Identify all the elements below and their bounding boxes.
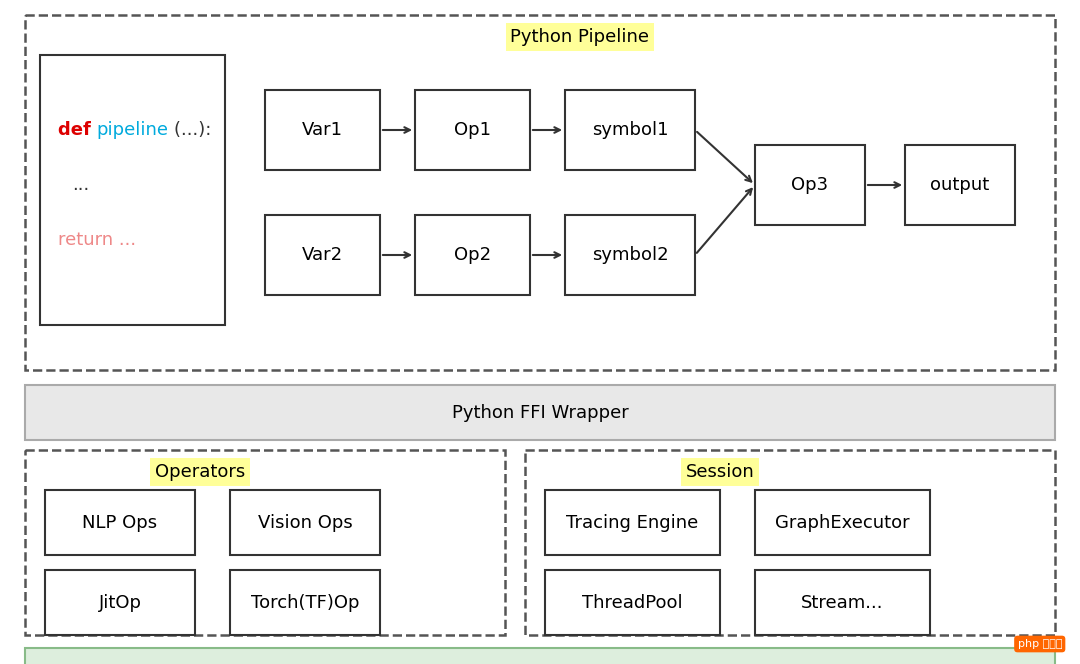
Text: def: def <box>58 121 97 139</box>
Text: Python Pipeline: Python Pipeline <box>511 28 649 46</box>
Bar <box>45 570 195 635</box>
Bar <box>45 490 195 555</box>
Text: Session: Session <box>686 463 754 481</box>
Bar <box>755 490 930 555</box>
Text: ...: ... <box>72 176 90 194</box>
Text: Var2: Var2 <box>302 246 343 264</box>
Text: symbol2: symbol2 <box>592 246 669 264</box>
Text: GraphExecutor: GraphExecutor <box>775 513 909 531</box>
Bar <box>545 570 720 635</box>
Bar <box>265 215 380 295</box>
Bar <box>230 490 380 555</box>
Text: JitOp: JitOp <box>98 594 141 612</box>
Bar <box>905 145 1015 225</box>
Text: symbol1: symbol1 <box>592 121 669 139</box>
Bar <box>565 90 696 170</box>
Bar <box>40 55 225 325</box>
Text: Torch(TF)Op: Torch(TF)Op <box>251 594 360 612</box>
Text: NLP Ops: NLP Ops <box>82 513 158 531</box>
Bar <box>545 490 720 555</box>
Bar <box>25 385 1055 440</box>
Text: Var1: Var1 <box>302 121 343 139</box>
Text: ThreadPool: ThreadPool <box>582 594 683 612</box>
Text: output: output <box>930 176 989 194</box>
Text: Operators: Operators <box>154 463 245 481</box>
Bar <box>265 90 380 170</box>
Bar <box>230 570 380 635</box>
Bar <box>415 90 530 170</box>
Bar <box>525 450 1055 635</box>
Bar <box>565 215 696 295</box>
Text: Op2: Op2 <box>454 246 491 264</box>
Text: Vision Ops: Vision Ops <box>258 513 352 531</box>
Text: Op1: Op1 <box>454 121 491 139</box>
Text: php 中文网: php 中文网 <box>1017 639 1062 649</box>
Bar <box>25 15 1055 370</box>
Bar <box>25 648 1055 664</box>
Text: Op3: Op3 <box>792 176 828 194</box>
Text: Tracing Engine: Tracing Engine <box>566 513 699 531</box>
Bar <box>25 450 505 635</box>
Text: return ...: return ... <box>58 231 136 249</box>
Text: Stream...: Stream... <box>801 594 883 612</box>
Text: Python FFI Wrapper: Python FFI Wrapper <box>451 404 629 422</box>
Bar <box>415 215 530 295</box>
Bar <box>755 145 865 225</box>
Bar <box>755 570 930 635</box>
Text: (...):: (...): <box>174 121 217 139</box>
Text: pipeline: pipeline <box>96 121 168 139</box>
